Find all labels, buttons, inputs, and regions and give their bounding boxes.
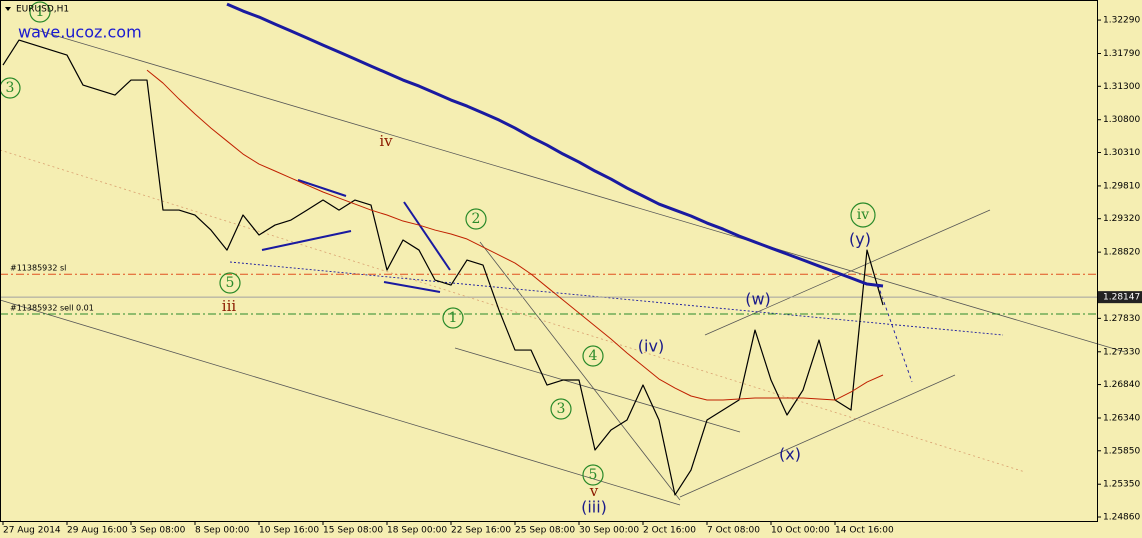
x-tick-label: 25 Sep 08:00 bbox=[515, 526, 575, 536]
wave-circle bbox=[582, 345, 604, 367]
x-tick-label: 30 Sep 00:00 bbox=[579, 526, 639, 536]
x-tick-label: 15 Sep 08:00 bbox=[323, 526, 383, 536]
wave-label: iii bbox=[222, 297, 237, 315]
wave-label: 3 bbox=[6, 80, 15, 96]
x-tick-label: 22 Sep 16:00 bbox=[451, 526, 511, 536]
x-tick-label: 14 Oct 16:00 bbox=[835, 526, 894, 536]
pattern-line bbox=[261, 230, 352, 251]
x-tick-label: 2 Oct 16:00 bbox=[643, 526, 696, 536]
wave-labels: 1 3 5 iii iv 2 1 4 3 5 v (iii) (iv) (w) … bbox=[0, 1, 876, 517]
chart-title: EURUSD,H1 bbox=[16, 5, 69, 15]
y-tick-label: 1.32290 bbox=[1103, 16, 1140, 26]
wave-label: 2 bbox=[472, 211, 481, 227]
y-tick-label: 1.24860 bbox=[1103, 512, 1140, 522]
wave-label: (w) bbox=[745, 290, 771, 309]
wave-circle bbox=[442, 307, 464, 329]
order-label: #11385932 sl bbox=[10, 264, 66, 273]
wave-label: iv bbox=[857, 207, 869, 223]
series-line bbox=[146, 69, 884, 401]
wave-label: v bbox=[589, 482, 599, 500]
trend-line bbox=[0, 299, 681, 506]
x-tick-label: 10 Sep 16:00 bbox=[259, 526, 319, 536]
wave-circle bbox=[0, 77, 21, 99]
y-tick-label: 1.26340 bbox=[1103, 414, 1140, 424]
series-line bbox=[226, 2, 884, 288]
wave-circle bbox=[219, 272, 241, 294]
plot: #11385932 sl #11385932 sell 0.01 bbox=[0, 2, 1097, 496]
trend-line bbox=[479, 241, 681, 501]
y-tick-label: 1.28820 bbox=[1103, 248, 1140, 258]
y-tick-label: 1.29320 bbox=[1103, 214, 1140, 224]
y-tick-label: 1.30800 bbox=[1103, 115, 1140, 125]
y-tick-label: 1.31790 bbox=[1103, 49, 1140, 59]
wave-label: 4 bbox=[589, 348, 598, 364]
x-tick-label: 18 Sep 00:00 bbox=[387, 526, 447, 536]
wave-circle bbox=[29, 1, 51, 23]
pattern-line bbox=[383, 281, 441, 293]
wave-label: 5 bbox=[226, 275, 235, 291]
last-price-box bbox=[1098, 291, 1142, 304]
wave-label: iv bbox=[379, 132, 393, 150]
trend-line bbox=[877, 284, 913, 383]
wave-circle bbox=[465, 208, 487, 230]
watermark: wave.ucoz.com bbox=[18, 23, 142, 42]
y-tick-label: 1.31300 bbox=[1103, 82, 1140, 92]
y-tick-label: 1.27830 bbox=[1103, 314, 1140, 324]
wave-circle bbox=[582, 464, 604, 486]
plot-frame bbox=[0, 0, 1098, 522]
pattern-line bbox=[403, 201, 451, 271]
y-tick-label: 1.27330 bbox=[1103, 347, 1140, 357]
wave-label: (y) bbox=[849, 230, 871, 249]
x-tick-label: 29 Aug 16:00 bbox=[67, 526, 128, 536]
wave-label: (iv) bbox=[638, 337, 664, 356]
x-tick-label: 7 Oct 08:00 bbox=[707, 526, 760, 536]
y-tick-label: 1.29810 bbox=[1103, 181, 1140, 191]
order-label: #11385932 sell 0.01 bbox=[10, 304, 94, 313]
y-tick-label: 1.25850 bbox=[1103, 446, 1140, 456]
wave-label: 5 bbox=[589, 467, 598, 483]
wave-label: (iii) bbox=[581, 498, 607, 517]
wave-label: 1 bbox=[36, 4, 45, 20]
y-tick-label: 1.30310 bbox=[1103, 148, 1140, 158]
wave-label: (x) bbox=[779, 445, 801, 464]
wave-label: 1 bbox=[449, 310, 458, 326]
trend-line bbox=[454, 347, 741, 433]
x-tick-label: 8 Sep 00:00 bbox=[195, 526, 250, 536]
trend-line bbox=[29, 27, 1126, 353]
last-price-label: 1.28147 bbox=[1103, 293, 1140, 303]
y-tick-label: 1.25350 bbox=[1103, 480, 1140, 490]
wave-circle bbox=[550, 398, 572, 420]
x-tick-label: 10 Oct 00:00 bbox=[771, 526, 830, 536]
menu-icon bbox=[5, 7, 11, 11]
x-tick-label: 27 Aug 2014 bbox=[3, 526, 61, 536]
wave-label: 3 bbox=[557, 401, 566, 417]
wave-circle bbox=[850, 202, 876, 228]
trend-line bbox=[679, 374, 956, 498]
trend-line bbox=[0, 149, 1026, 473]
y-tick-label: 1.26840 bbox=[1103, 380, 1140, 390]
pattern-line bbox=[297, 179, 347, 197]
series-line bbox=[2, 39, 884, 496]
x-tick-label: 3 Sep 08:00 bbox=[131, 526, 186, 536]
